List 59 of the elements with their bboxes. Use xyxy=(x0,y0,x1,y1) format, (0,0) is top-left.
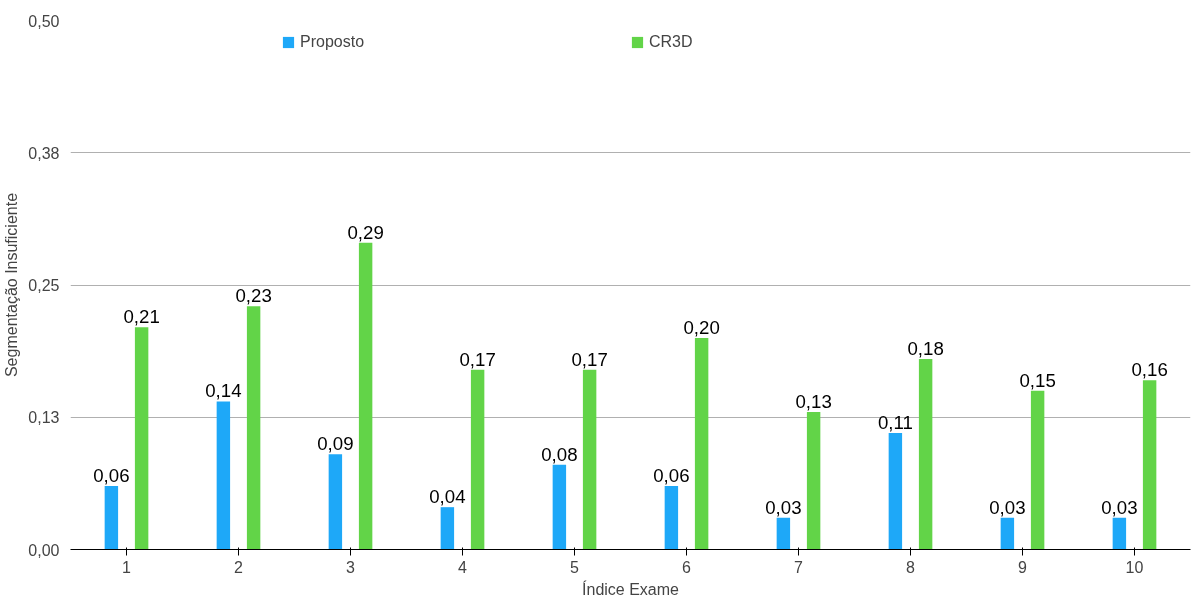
bar xyxy=(582,369,597,550)
data-label: 0,17 xyxy=(571,348,608,370)
data-label: 0,03 xyxy=(1101,496,1138,518)
bar xyxy=(216,401,231,550)
data-label: 0,23 xyxy=(235,285,272,307)
x-tick-label: 7 xyxy=(794,558,804,576)
y-tick-label: 0,13 xyxy=(28,409,60,427)
legend-label: CR3D xyxy=(649,32,694,52)
bar xyxy=(440,507,455,550)
bar xyxy=(328,454,343,550)
y-axis-title: Segmentação Insuficiente xyxy=(3,192,21,378)
data-label: 0,21 xyxy=(123,306,160,328)
data-label: 0,03 xyxy=(765,496,802,518)
data-label: 0,06 xyxy=(653,465,690,487)
data-label: 0,18 xyxy=(907,338,944,360)
data-label: 0,17 xyxy=(459,348,496,370)
x-tick-label: 4 xyxy=(458,558,468,576)
data-label: 0,14 xyxy=(205,380,242,402)
bar xyxy=(1112,517,1127,550)
data-label: 0,16 xyxy=(1131,359,1168,381)
data-label: 0,08 xyxy=(541,443,578,465)
bar xyxy=(1030,390,1045,550)
y-tick-label: 0,50 xyxy=(28,12,60,30)
x-axis-title: Índice Exame xyxy=(582,579,680,598)
bar xyxy=(552,464,567,550)
data-label: 0,09 xyxy=(317,433,354,455)
x-tick-label: 5 xyxy=(570,558,580,576)
bar xyxy=(694,337,709,550)
bar xyxy=(776,517,791,550)
legend-label: Proposto xyxy=(300,32,366,52)
bar xyxy=(134,327,149,550)
x-tick-label: 6 xyxy=(682,558,692,576)
x-tick-label: 1 xyxy=(122,558,132,576)
data-label: 0,11 xyxy=(877,412,913,434)
y-tick-label: 0,00 xyxy=(28,541,60,559)
x-tick-label: 8 xyxy=(906,558,916,576)
y-tick-label: 0,38 xyxy=(28,144,60,162)
bar xyxy=(664,486,679,550)
x-tick-label: 3 xyxy=(346,558,356,576)
x-tick-label: 2 xyxy=(234,558,244,576)
bar xyxy=(806,411,821,550)
bar xyxy=(888,433,903,550)
bar xyxy=(1142,380,1157,550)
data-label: 0,20 xyxy=(683,316,720,338)
data-label: 0,13 xyxy=(795,390,832,412)
data-label: 0,29 xyxy=(347,221,384,243)
bar xyxy=(104,486,119,550)
bar xyxy=(1000,517,1015,550)
data-label: 0,15 xyxy=(1019,369,1056,391)
data-label: 0,04 xyxy=(429,486,466,508)
data-label: 0,03 xyxy=(989,496,1026,518)
bar xyxy=(358,242,373,550)
data-label: 0,06 xyxy=(93,465,130,487)
x-tick-label: 10 xyxy=(1125,558,1144,576)
bar xyxy=(470,369,485,550)
x-tick-label: 9 xyxy=(1018,558,1028,576)
bar xyxy=(246,306,261,550)
bar xyxy=(918,359,933,550)
y-tick-label: 0,25 xyxy=(28,277,60,294)
